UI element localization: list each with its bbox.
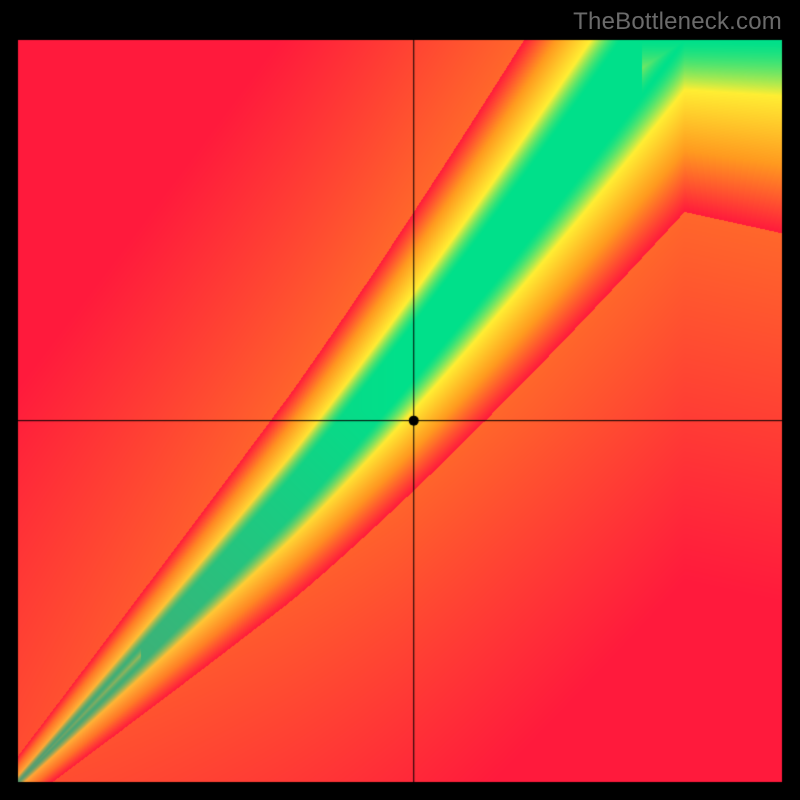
heatmap-canvas [0, 0, 800, 800]
watermark-label: TheBottleneck.com [573, 8, 782, 36]
